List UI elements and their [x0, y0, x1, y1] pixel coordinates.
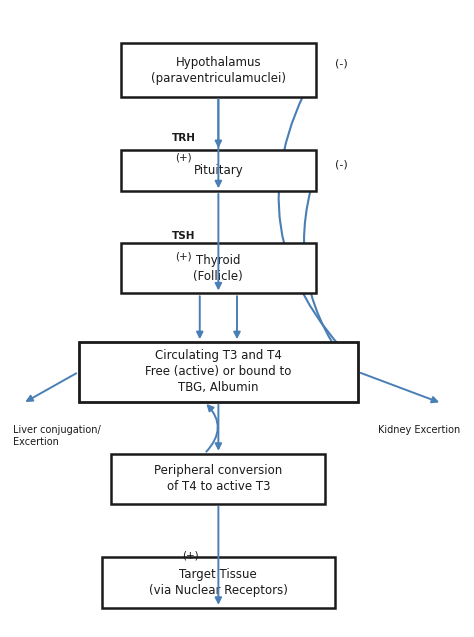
- Text: Thyroid
(Follicle): Thyroid (Follicle): [193, 254, 243, 283]
- Text: Kidney Excertion: Kidney Excertion: [378, 426, 461, 435]
- Text: TRH: TRH: [172, 132, 195, 143]
- Text: (+): (+): [182, 551, 199, 561]
- Text: (-): (-): [335, 159, 347, 169]
- FancyArrowPatch shape: [279, 75, 356, 364]
- FancyBboxPatch shape: [111, 454, 326, 504]
- FancyBboxPatch shape: [120, 243, 316, 294]
- Text: (+): (+): [175, 153, 192, 163]
- Text: Pituitary: Pituitary: [193, 164, 243, 177]
- Text: Liver conjugation/
Excertion: Liver conjugation/ Excertion: [13, 426, 101, 447]
- FancyBboxPatch shape: [120, 43, 316, 97]
- Text: (-): (-): [335, 59, 347, 69]
- FancyArrowPatch shape: [206, 405, 218, 452]
- Text: TSH: TSH: [172, 231, 195, 241]
- FancyBboxPatch shape: [102, 557, 335, 608]
- FancyBboxPatch shape: [79, 342, 358, 402]
- Text: Hypothalamus
(paraventriculamuclei): Hypothalamus (paraventriculamuclei): [151, 55, 286, 85]
- Text: Peripheral conversion
of T4 to active T3: Peripheral conversion of T4 to active T3: [154, 464, 283, 493]
- Text: Circulating T3 and T4
Free (active) or bound to
TBG, Albumin: Circulating T3 and T4 Free (active) or b…: [145, 350, 292, 394]
- Text: (+): (+): [175, 251, 192, 261]
- FancyArrowPatch shape: [304, 176, 356, 376]
- FancyBboxPatch shape: [120, 150, 316, 191]
- Text: Target Tissue
(via Nuclear Receptors): Target Tissue (via Nuclear Receptors): [149, 568, 288, 597]
